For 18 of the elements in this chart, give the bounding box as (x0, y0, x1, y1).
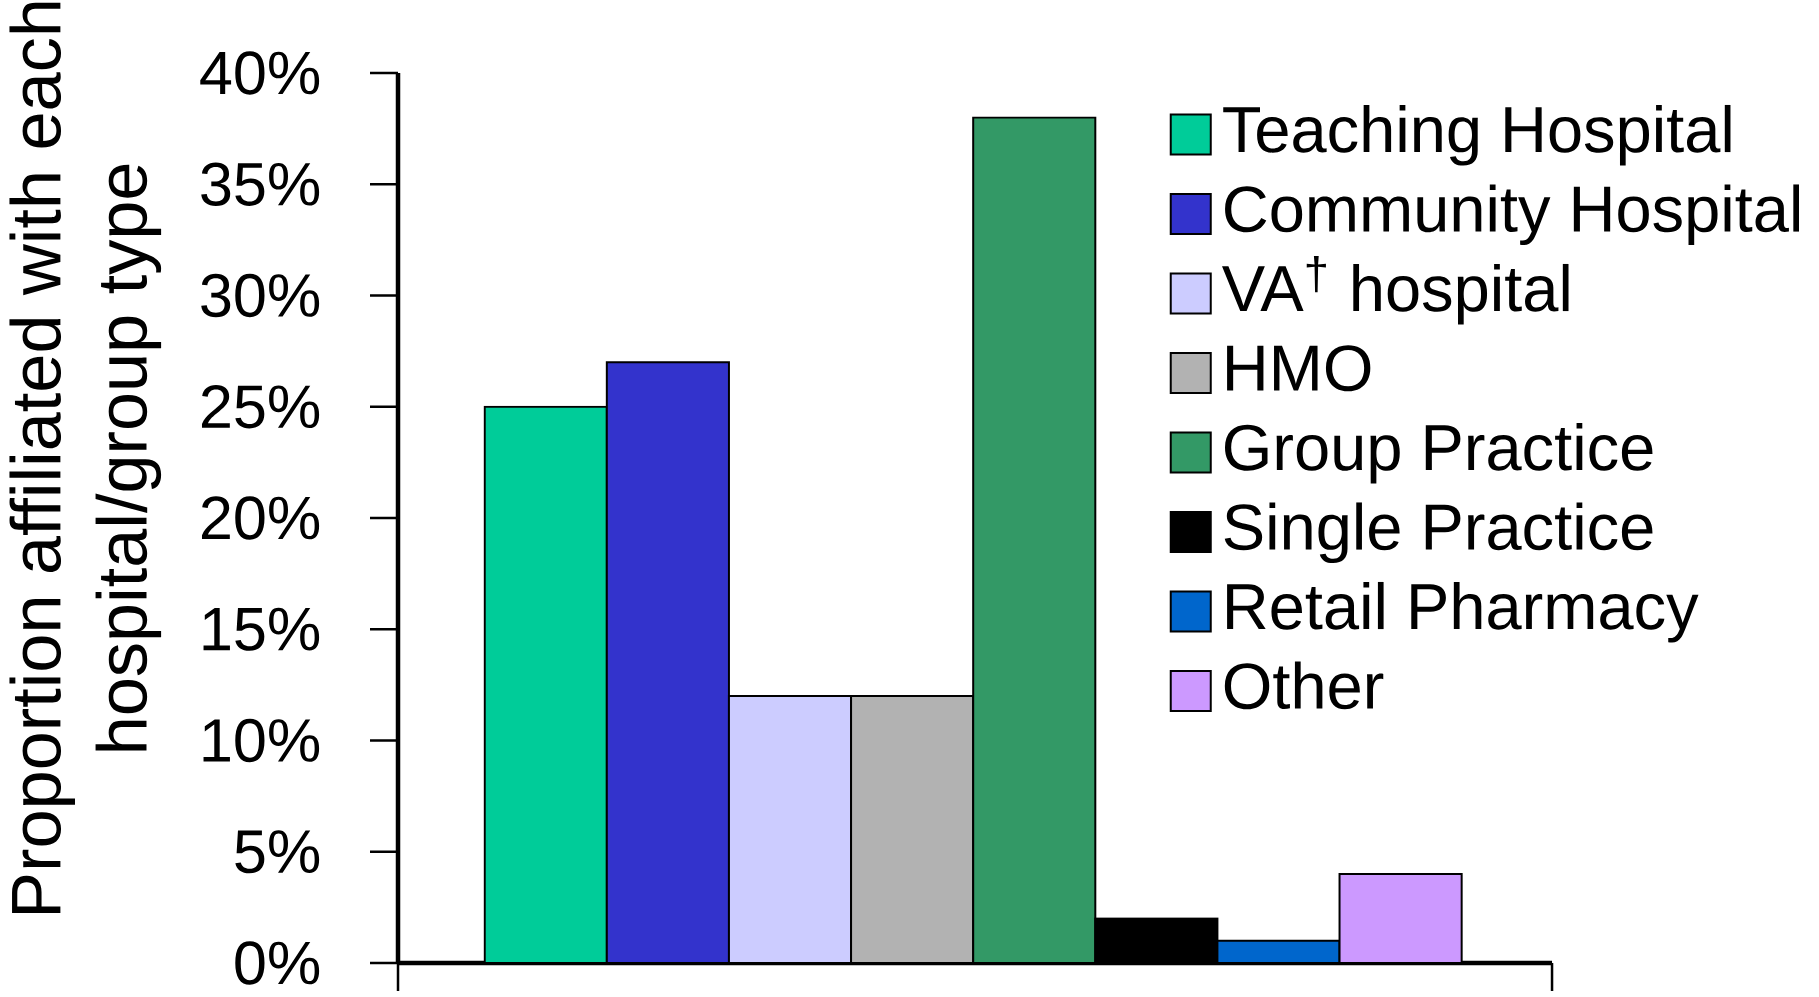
legend-label: Community Hospital (1225, 184, 1799, 246)
y-axis-title: Proportion affiliated with each hospital/group type (9, 2, 162, 913)
y-tick-label: 25% (201, 385, 320, 429)
y-tick-label: 35% (201, 162, 320, 206)
y-tick-label: 20% (201, 496, 320, 540)
y-tick-label: 5% (235, 830, 320, 874)
legend-label: Single Practice (1224, 502, 1653, 564)
legend-label: Retail Pharmacy (1227, 581, 1699, 643)
y-tick-label: 40% (200, 51, 320, 95)
y-tick-label: 10% (203, 718, 320, 763)
legend-label: Teaching Hospital (1223, 104, 1731, 166)
legend-label: Other (1224, 661, 1384, 710)
legend-label: HMO (1227, 345, 1371, 392)
y-tick-label: 0% (235, 941, 320, 985)
legend-label: Group Practice (1225, 422, 1653, 484)
y-tick-label: 15% (203, 607, 320, 651)
y-tick-label: 30% (201, 273, 320, 318)
legend-label: VA$^{†}$ hospital (1222, 256, 1569, 325)
